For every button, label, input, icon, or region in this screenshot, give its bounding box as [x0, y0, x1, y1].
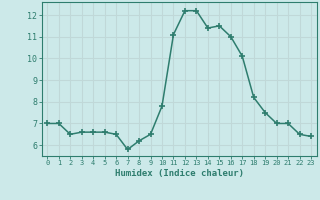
X-axis label: Humidex (Indice chaleur): Humidex (Indice chaleur) — [115, 169, 244, 178]
